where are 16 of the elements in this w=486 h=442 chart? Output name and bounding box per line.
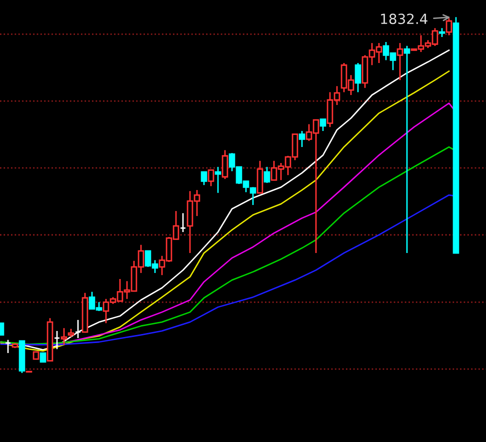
candlestick (404, 45, 410, 254)
candlestick (74, 319, 82, 339)
candlestick (354, 62, 362, 93)
candlestick (264, 166, 270, 184)
candlestick (200, 171, 208, 186)
annotation: 1832.4 (381, 14, 428, 24)
candlestick (222, 149, 228, 180)
candlestick (320, 118, 326, 132)
candlestick (60, 327, 68, 346)
candlestick (180, 212, 186, 233)
candlestick (396, 42, 404, 81)
candlestick (298, 130, 306, 148)
candlestick (214, 166, 222, 194)
candlestick (256, 160, 264, 194)
candlestick (446, 17, 452, 36)
candlestick (208, 169, 214, 187)
